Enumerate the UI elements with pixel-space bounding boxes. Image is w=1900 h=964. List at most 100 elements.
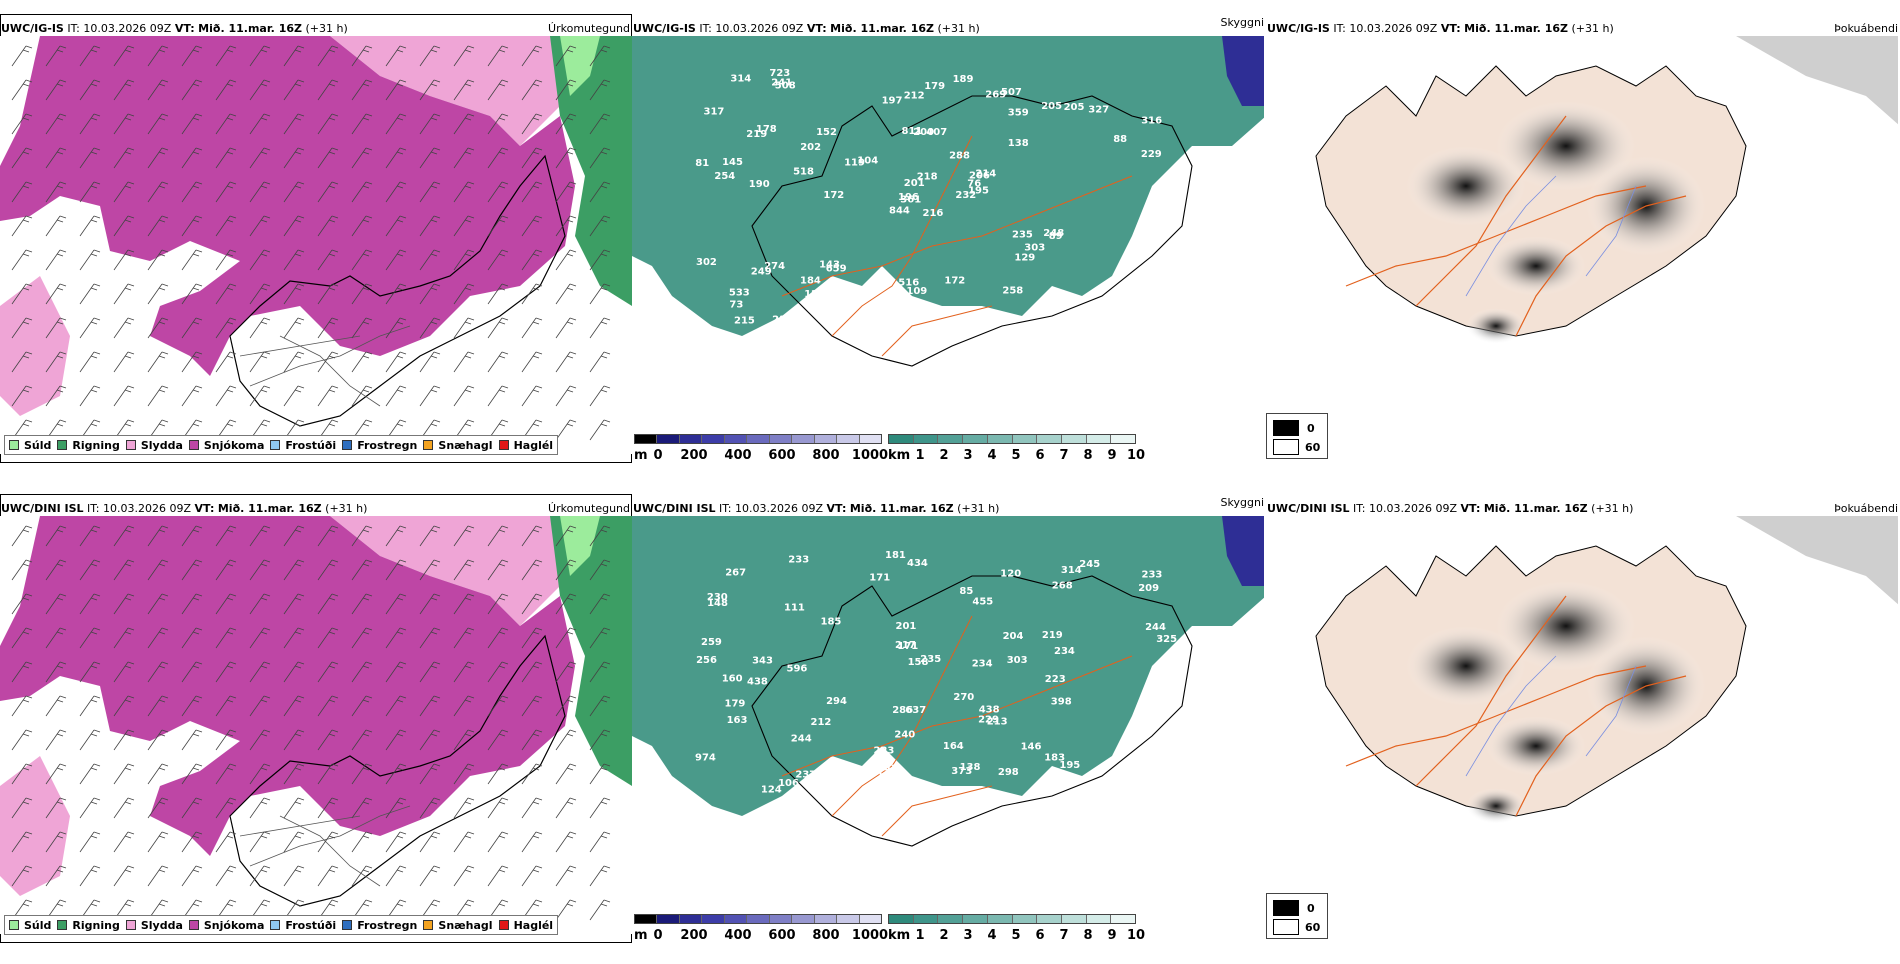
fog-panel: UWC/DINI ISL IT: 10.03.2026 09Z VT: Mið.… [1266, 494, 1900, 950]
wind-barb [249, 661, 271, 683]
lead-time: (+31 h) [325, 502, 368, 515]
wind-barb [487, 249, 509, 271]
wind-barb [11, 865, 33, 887]
cloud-base-label: 89 [1049, 231, 1063, 242]
wind-barb [147, 865, 169, 887]
cloud-base-label: 145 [722, 157, 743, 168]
cloud-base-label: 146 [1021, 742, 1042, 753]
visibility-map: 216 219 361 533 206 659 507 407 359 232 508 290 190 3… [632, 36, 1264, 454]
high-cloud-east [1222, 516, 1264, 586]
sleet-area-west [0, 756, 70, 896]
wind-barb [453, 627, 475, 649]
visibility-unit: km [888, 928, 911, 943]
wind-barb [283, 695, 305, 717]
wind-barb [317, 317, 339, 339]
wind-barb [45, 627, 67, 649]
colorbar-step [1037, 915, 1062, 923]
wind-barbs [11, 45, 611, 441]
wind-barb [79, 181, 101, 203]
wind-barb [215, 763, 237, 785]
fog-map [1266, 36, 1898, 454]
cloud-base-label: 434 [907, 558, 928, 569]
wind-barb [215, 215, 237, 237]
cloud-base-unit: m [634, 448, 648, 463]
visibility-tick: 9 [1107, 448, 1117, 463]
cloud-base-label: 129 [1014, 252, 1035, 263]
wind-barb [555, 79, 577, 101]
cloud-base-label: 455 [972, 597, 993, 608]
vt-label: VT: [174, 22, 195, 35]
wind-barb [487, 181, 509, 203]
model-name: UWC/IG-IS [1, 22, 64, 35]
visibility-colorbar [888, 434, 1136, 444]
wind-barb [589, 559, 611, 581]
wind-barb [79, 729, 101, 751]
legend-label: Frostúði [285, 918, 337, 932]
iceland-coastline [751, 575, 1193, 847]
cloud-base-label: 811 [902, 126, 923, 137]
vt-label: VT: [806, 22, 827, 35]
colorbar-step [1061, 435, 1087, 443]
wind-barb [79, 249, 101, 271]
cloud-base-label: 138 [1008, 138, 1029, 149]
cloud-base-label: 244 [791, 733, 812, 744]
wind-barb [283, 627, 305, 649]
wind-barb [555, 113, 577, 135]
panel-header: UWC/IG-IS IT: 10.03.2026 09Z VT: Mið. 11… [1267, 22, 1900, 36]
cloud-base-label: 723 [769, 68, 790, 79]
wind-barb [521, 865, 543, 887]
sleet-area-west [0, 276, 70, 416]
wind-barb [317, 79, 339, 101]
wind-barb [113, 559, 135, 581]
it-label: IT: [719, 502, 732, 515]
fog-patches [1406, 101, 1706, 344]
legend-label: Haglél [513, 918, 554, 932]
wind-barb [317, 831, 339, 853]
wind-barb [181, 525, 203, 547]
colorbar-step [1086, 915, 1112, 923]
cloud-base-label: 248 [1043, 228, 1064, 239]
wind-barb [351, 661, 373, 683]
wind-barb [521, 283, 543, 305]
wind-barb [147, 113, 169, 135]
legend-swatch [270, 920, 281, 930]
wind-barb [79, 45, 101, 67]
cloud-base-label: 327 [1088, 104, 1109, 115]
wind-barb [283, 661, 305, 683]
cloud-base-label: 229 [978, 714, 999, 725]
wind-barb [181, 147, 203, 169]
wind-barb [555, 249, 577, 271]
wind-barb [11, 763, 33, 785]
cloud-base-label: 123 [804, 289, 825, 300]
cloud-base-label: 232 [955, 190, 976, 201]
wind-barb [45, 865, 67, 887]
panel-header: UWC/DINI ISL IT: 10.03.2026 09Z VT: Mið.… [1267, 502, 1900, 516]
wind-barb [521, 351, 543, 373]
visibility-unit: km [888, 448, 911, 463]
wind-barb [113, 593, 135, 615]
wind-barb [589, 797, 611, 819]
wind-barb [521, 797, 543, 819]
wind-barb [11, 695, 33, 717]
colorbar-step [938, 435, 964, 443]
wind-barb [555, 695, 577, 717]
wind-barb [181, 627, 203, 649]
colorbar-step [1037, 435, 1062, 443]
wind-barb [385, 525, 407, 547]
wind-barb [45, 729, 67, 751]
wind-barb [249, 215, 271, 237]
wind-barb [589, 661, 611, 683]
wind-barb [181, 113, 203, 135]
cloud-base-label: 314 [1061, 565, 1082, 576]
wind-barb [419, 351, 441, 373]
wind-barbs [11, 525, 611, 921]
cloud-base-label: 205 [1064, 102, 1085, 113]
cloud-base-label: 201 [896, 621, 917, 632]
wind-barb [249, 525, 271, 547]
vt-label: VT: [1460, 502, 1481, 515]
cloud-base-peaks: 256 434 219 233 230 218 438 455 201 245 235 398 181 1… [695, 550, 1178, 808]
visibility-ticks: 1 2 3 4 5 6 7 8 9 10 [908, 928, 1148, 943]
visibility-tick: 10 [1126, 448, 1146, 463]
cloud-base-label: 438 [979, 705, 1000, 716]
visibility-tick: 8 [1083, 928, 1093, 943]
